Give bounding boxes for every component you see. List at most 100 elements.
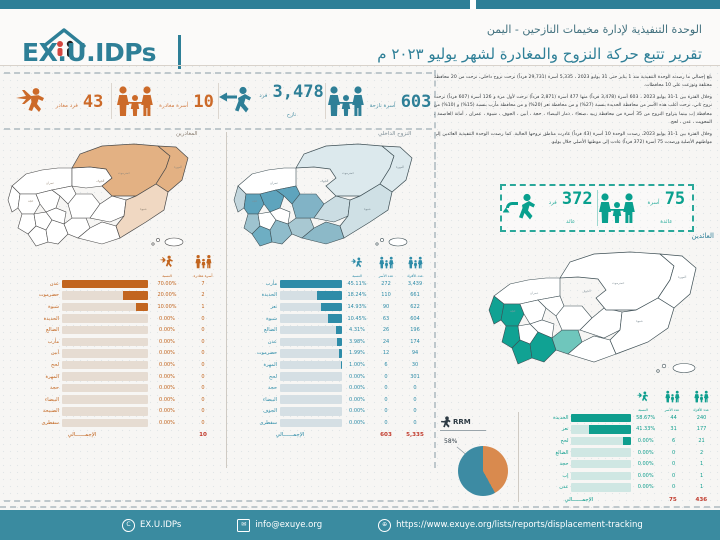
kpi-displaced-individuals: 3,478 فرد نازح xyxy=(218,79,325,123)
cell-families: 2 xyxy=(201,292,205,299)
svg-text:حضرموت: حضرموت xyxy=(342,171,354,175)
family-icon xyxy=(194,254,211,269)
column-header-percent: النسبة xyxy=(638,408,648,412)
person-percent-icon xyxy=(159,255,173,268)
cell-governorate: المهرة xyxy=(45,373,60,380)
kpi-value: 3,478 xyxy=(272,82,324,102)
cell-individuals: 174 xyxy=(410,338,420,345)
rrm-label: RRM xyxy=(440,416,516,428)
cell-governorate: الجوف xyxy=(263,408,277,415)
pie-data-label: 58% xyxy=(444,438,458,445)
bar-fill xyxy=(571,413,632,423)
svg-text:حضرموت: حضرموت xyxy=(612,281,625,285)
footer-dashed-rule xyxy=(0,506,720,510)
cell-individuals: 661 xyxy=(410,292,420,299)
bar-track xyxy=(62,360,148,370)
chart-row: 0 0 0.00% سقطرى xyxy=(234,417,430,429)
column-header-percent: النسبة xyxy=(352,274,362,278)
chart-row: 3,439 272 45.11% مأرب xyxy=(234,278,430,290)
cell-individuals: 604 xyxy=(410,315,420,322)
cell-governorate: حضرموت xyxy=(38,292,59,299)
bar-track xyxy=(280,314,342,323)
cell-percent: 1.99% xyxy=(349,350,365,357)
cell-percent: 0.00% xyxy=(159,385,175,392)
person-running-icon xyxy=(441,416,451,428)
footer-social-handle: EX.U.IDPs xyxy=(140,520,182,530)
brand-logo: EX.U.IDPs xyxy=(18,23,181,69)
cell-families: 0 xyxy=(201,361,205,368)
cell-families: 272 xyxy=(381,280,391,287)
kpi-strip-displacement: 43 فرد مغادر 10 أسرة مغادرة xyxy=(4,72,432,130)
cell-families: 0 xyxy=(672,472,676,479)
family-icon xyxy=(664,390,680,403)
cell-families: 0 xyxy=(201,408,205,415)
narrative-divider xyxy=(434,70,436,170)
cell-percent: 10.00% xyxy=(157,303,177,310)
cell-percent: 1.00% xyxy=(349,361,365,368)
panel-divider-1 xyxy=(226,132,227,468)
cell-governorate: سقطرى xyxy=(259,419,278,426)
cell-families: 0 xyxy=(201,419,205,426)
map-displacement-caption: النزوح الداخلي xyxy=(378,131,412,137)
cell-individuals: 177 xyxy=(696,426,707,433)
cell-percent: 20.00% xyxy=(157,292,177,299)
svg-text:الجوف: الجوف xyxy=(320,179,329,183)
bar-track xyxy=(62,325,148,335)
map-returnee-graphic: حضرموت المهرة شبوة عمران الجوف حجة xyxy=(470,250,720,384)
rrm-pie-chart xyxy=(458,446,508,496)
svg-text:شبوة: شبوة xyxy=(140,207,147,211)
cell-families: 0 xyxy=(201,327,205,334)
chart-row: 622 90 14.93% تعز xyxy=(234,301,430,313)
bar-track xyxy=(571,436,632,446)
footer-website[interactable]: ⊕ https://www.exuye.org/lists/reports/di… xyxy=(378,518,643,532)
cell-percent: 0.00% xyxy=(349,385,365,392)
bar-track xyxy=(571,483,632,492)
cell-percent: 0.00% xyxy=(637,472,654,479)
family-blue-icon xyxy=(326,81,366,121)
cell-individuals: 1 xyxy=(699,461,704,468)
chart-row: 0 0.00% أبين xyxy=(10,348,220,360)
bar-fill xyxy=(321,302,342,312)
brand-logo-text: EX.U.IDPs xyxy=(22,38,156,67)
footer-email[interactable]: ✉ info@exuye.org xyxy=(237,518,323,532)
cell-families: 0 xyxy=(672,461,676,468)
cell-governorate: حجة xyxy=(559,461,569,468)
cell-families: 110 xyxy=(381,292,391,299)
cell-families: 0 xyxy=(384,408,388,415)
cell-governorate: الحديدة xyxy=(43,315,59,322)
svg-text:عمران: عمران xyxy=(530,291,539,295)
chart-row: 0 0.00% حجة xyxy=(10,382,220,394)
svg-text:عمران: عمران xyxy=(46,181,54,185)
bar-track xyxy=(571,448,632,457)
footer-social[interactable]: C EX.U.IDPs xyxy=(122,518,182,532)
chart-row: 0 0.00% البيضاء xyxy=(10,394,220,406)
footer-website-text: https://www.exuye.org/lists/reports/disp… xyxy=(396,520,643,530)
bar-fill xyxy=(316,291,342,300)
cell-percent: 0.00% xyxy=(159,315,175,322)
cell-percent: 41.33% xyxy=(636,426,656,433)
kpi-displaced-families: 603 أسرة نازحة xyxy=(325,79,432,123)
chart-displacement: عدد الأفراد عدد الأسر النسبة 3,439 272 45.11%… xyxy=(234,256,430,442)
chart-row: 196 26 4.31% الضالع xyxy=(234,324,430,336)
family-icon xyxy=(693,390,709,403)
returnee-map-caption: العائدين xyxy=(691,232,715,240)
person-returning-icon xyxy=(502,188,540,228)
cell-individuals: 2 xyxy=(699,449,704,456)
cell-individuals: 0 xyxy=(413,419,417,426)
chart-row: 1 0 0.00% حجة xyxy=(528,458,716,470)
person-departing-plane-icon xyxy=(12,81,52,121)
footer-email-text: info@exuye.org xyxy=(255,520,323,530)
cell-individuals: 1 xyxy=(699,472,704,479)
cell-families: 0 xyxy=(384,396,388,403)
svg-text:حجة: حجة xyxy=(252,199,258,203)
total-families: 603 xyxy=(380,432,392,439)
cell-individuals: 240 xyxy=(696,414,707,421)
cell-percent: 0.00% xyxy=(349,396,365,403)
family-icon xyxy=(378,256,394,269)
bar-track xyxy=(62,291,148,300)
bar-fill xyxy=(339,349,342,358)
column-header-families: عدد الأسر xyxy=(378,274,394,278)
bar-fill xyxy=(135,302,148,312)
cell-families: 0 xyxy=(672,449,676,456)
cell-governorate: أبين xyxy=(50,350,59,357)
